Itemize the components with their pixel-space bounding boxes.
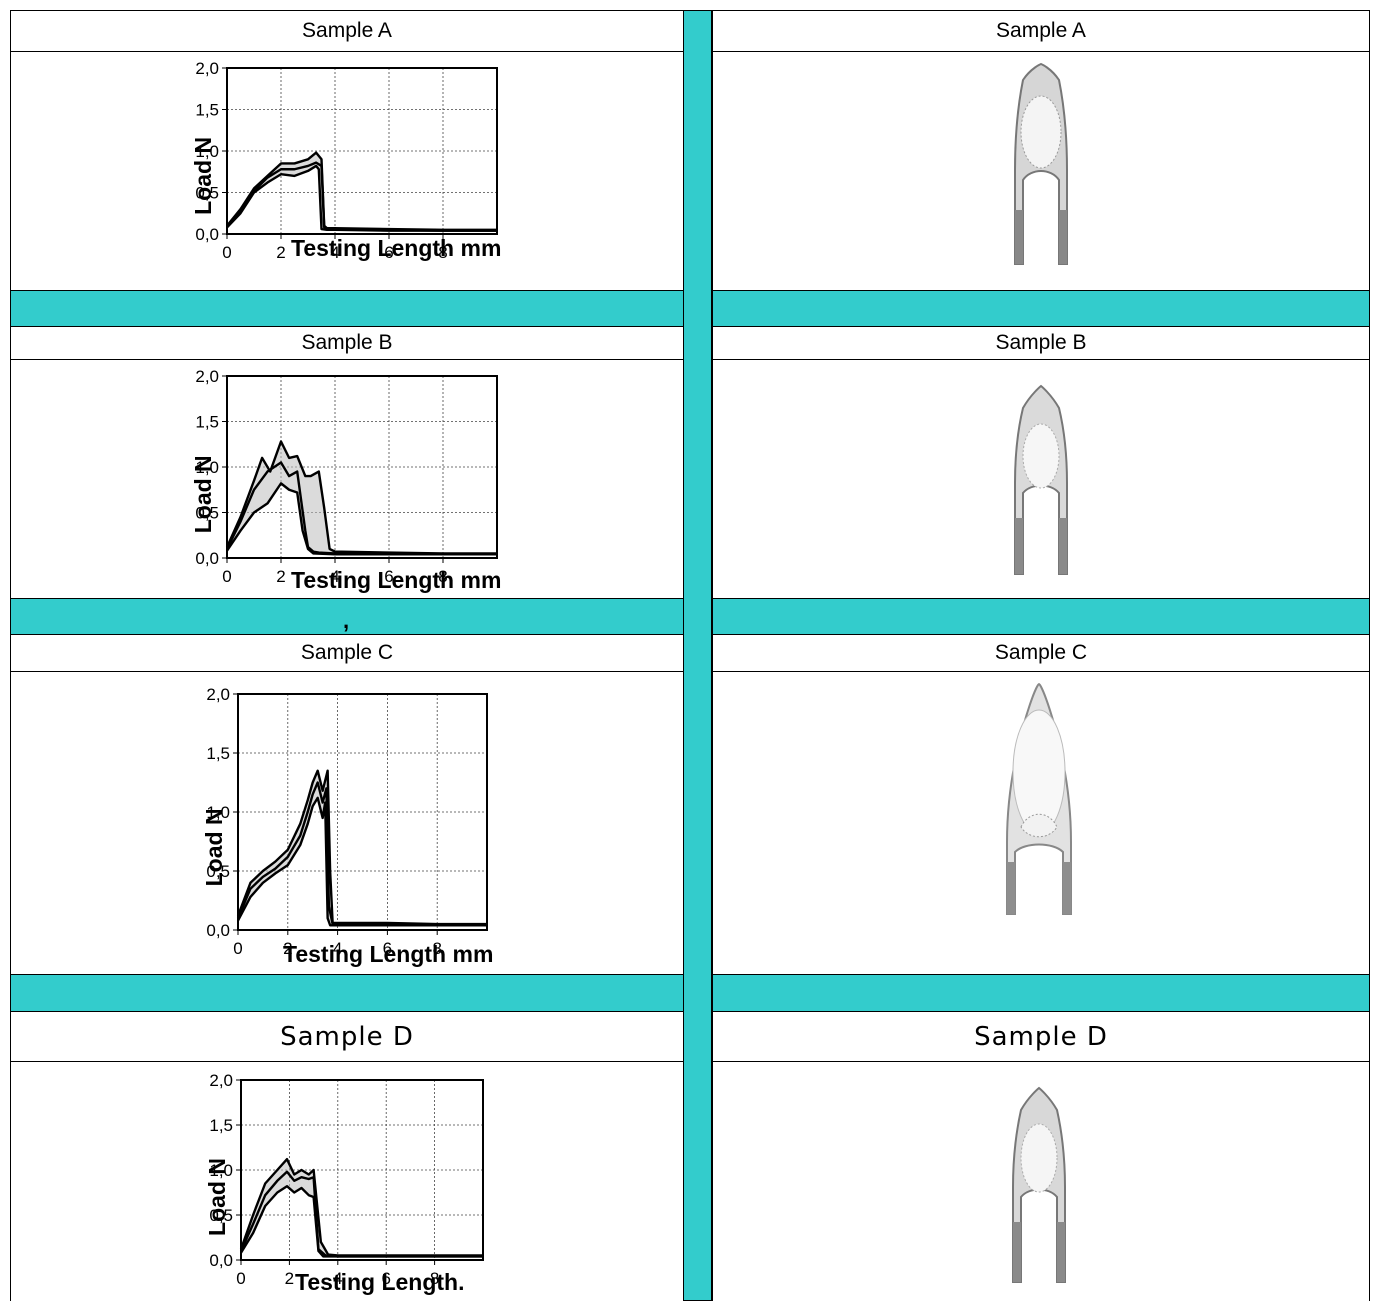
image-cell-b	[713, 360, 1369, 598]
y-tick-label: 2,0	[206, 685, 230, 704]
y-tick-label: 2,0	[195, 367, 219, 386]
x-tick-label: 8	[430, 1269, 439, 1288]
series-line-2	[236, 781, 487, 927]
x-tick-label: 0	[236, 1269, 245, 1288]
y-axis-label: Load N	[190, 455, 216, 533]
y-tick-label: 0,5	[206, 862, 230, 881]
x-tick-label: 4	[330, 243, 339, 262]
y-tick-label: 1,5	[195, 413, 219, 432]
right-header-a: Sample A	[713, 11, 1369, 51]
left-header-a: Sample A	[11, 11, 683, 51]
x-tick-label: 8	[438, 243, 447, 262]
chart-cell-a: 0,0 0,5 1,0 1,5 2,0 0 2 4 6 8 Testing Length mm Loa…	[11, 52, 683, 290]
y-tick-label: 0,5	[209, 1206, 233, 1225]
chart-cell-d: 0,0 0,5 1,0 1,5 2,0 0 2 4 6 8 Testing Length. Load …	[11, 1062, 683, 1301]
separator-left-3	[11, 975, 683, 1011]
y-tick-label: 0,0	[209, 1251, 233, 1270]
y-tick-label: 2,0	[209, 1071, 233, 1090]
left-header-c: Sample C	[11, 635, 683, 671]
series-line-3	[239, 1184, 483, 1258]
series-line-3	[226, 482, 497, 556]
x-tick-label: 0	[222, 243, 231, 262]
y-tick-label: 1,0	[209, 1161, 233, 1180]
series-line-1	[226, 151, 497, 232]
sample-comparison-table: Sample A Sample A 0,0 0,5 1,0 1,5 2,0 0 2 4 6 8 Te…	[10, 10, 1370, 1301]
series-line-1	[236, 769, 487, 926]
x-axis-label: Testing Length mm	[283, 941, 493, 967]
separator-left-1	[11, 291, 683, 326]
x-tick-label: 4	[330, 567, 339, 586]
x-axis-label: Testing Length mm	[291, 235, 501, 261]
y-axis-label: Load N	[204, 1158, 230, 1236]
right-header-c: Sample C	[713, 635, 1369, 671]
y-axis-label: Load N	[190, 137, 216, 215]
x-tick-label: 2	[285, 1269, 294, 1288]
y-tick-label: 2,0	[195, 59, 219, 78]
y-tick-label: 1,5	[195, 101, 219, 120]
series-line-1	[225, 440, 497, 555]
teal-divider-column	[684, 11, 711, 1300]
series-line-3	[236, 796, 487, 927]
separator-left-2	[11, 599, 683, 634]
y-axis-label: Load N	[201, 808, 227, 886]
image-cell-a	[713, 52, 1369, 290]
x-tick-label: 8	[438, 567, 447, 586]
x-tick-label: 8	[432, 939, 441, 958]
series-band	[238, 770, 487, 926]
x-tick-label: 6	[384, 567, 393, 586]
needle-tip-image-b	[1014, 384, 1068, 575]
x-tick-label: 2	[283, 939, 292, 958]
x-axis-label: Testing Length mm	[291, 567, 501, 593]
left-header-b: Sample B	[11, 327, 683, 359]
series-line-2	[226, 161, 497, 232]
y-tick-label: 0,0	[195, 225, 219, 244]
separator-mark: ,	[343, 608, 350, 633]
x-tick-label: 2	[276, 567, 285, 586]
x-tick-label: 6	[381, 1269, 390, 1288]
y-tick-label: 0,5	[195, 184, 219, 203]
y-tick-label: 1,5	[206, 744, 230, 763]
separator-right-2	[713, 599, 1369, 634]
x-tick-label: 0	[222, 567, 231, 586]
needle-tip-image-a	[1014, 62, 1068, 265]
chart-cell-b: 0,0 0,5 1,0 1,5 2,0 0 2 4 6 8 Testing Length mm Loa…	[11, 360, 683, 598]
right-header-b: Sample B	[713, 327, 1369, 359]
y-tick-label: 1,0	[195, 458, 219, 477]
series-line-3	[226, 164, 497, 232]
y-tick-label: 1,5	[209, 1116, 233, 1135]
series-band	[227, 152, 497, 231]
image-cell-c	[713, 672, 1369, 974]
x-tick-label: 4	[333, 939, 342, 958]
series-band	[241, 1159, 483, 1257]
x-tick-label: 2	[276, 243, 285, 262]
x-tick-label: 4	[333, 1269, 342, 1288]
y-tick-label: 1,0	[195, 142, 219, 161]
image-cell-d	[713, 1062, 1369, 1301]
needle-tip-image-d	[1012, 1086, 1066, 1283]
y-tick-label: 0,0	[195, 549, 219, 568]
y-tick-label: 1,0	[206, 803, 230, 822]
right-header-d: Sample D	[713, 1012, 1369, 1061]
series-band	[227, 441, 497, 555]
separator-right-1	[713, 291, 1369, 326]
y-tick-label: 0,5	[195, 504, 219, 523]
x-tick-label: 6	[384, 243, 393, 262]
x-tick-label: 6	[383, 939, 392, 958]
x-tick-label: 0	[233, 939, 242, 958]
chart-cell-c: 0,0 0,5 1,0 1,5 2,0 0 2 4 6 8 Testing Length mm Loa…	[11, 672, 683, 974]
needle-tip-image-c	[1006, 682, 1072, 915]
left-header-d: Sample D	[11, 1012, 683, 1061]
separator-right-3	[713, 975, 1369, 1011]
x-axis-label: Testing Length.	[295, 1269, 465, 1295]
y-tick-label: 0,0	[206, 921, 230, 940]
